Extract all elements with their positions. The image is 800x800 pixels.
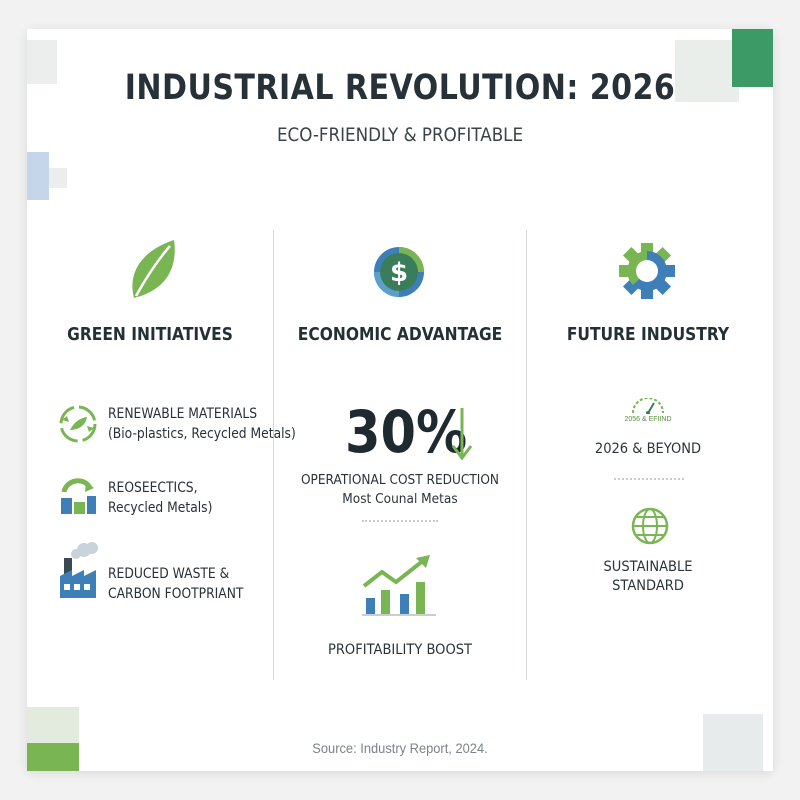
decor-square	[27, 152, 49, 200]
item-title: REDUCED WASTE &	[108, 566, 230, 582]
dotted-separator	[614, 478, 684, 480]
green-initiatives-heading: GREEN INITIATIVES	[67, 324, 233, 345]
profitability-boost-label: PROFITABILITY BOOST	[328, 642, 472, 658]
item-detail: Recycled Metals)	[108, 500, 213, 516]
sustainable-standard-label: SUSTAINABLE STANDARD	[540, 558, 756, 596]
item-title: REOSEECTICS,	[108, 480, 198, 496]
decor-square	[49, 168, 67, 188]
decor-square	[27, 707, 79, 743]
decor-square	[703, 714, 763, 771]
page-subtitle: ECO-FRIENDLY & PROFITABLE	[276, 124, 524, 146]
reduced-waste-text: REDUCED WASTE & CARBON FOOTPRIANT	[108, 564, 243, 604]
dollar-coin-icon: $	[374, 247, 424, 297]
globe-icon	[631, 507, 669, 545]
growth-chart-icon	[362, 555, 436, 616]
renewable-materials-text: RENEWABLE MATERIALS (Bio-plastics, Recyc…	[108, 404, 296, 444]
decor-square	[675, 40, 739, 102]
dotted-separator	[362, 520, 438, 522]
cost-reduction-percent: 30%	[345, 398, 468, 466]
beyond-label: 2026 & BEYOND	[594, 441, 702, 457]
recycle-blocks-icon	[61, 478, 96, 514]
cost-reduction-title: OPERATIONAL COST REDUCTION	[300, 472, 500, 488]
cost-reduction-caption: OPERATIONAL COST REDUCTION Most Counal M…	[292, 471, 508, 509]
leaf-icon	[132, 240, 175, 298]
gear-icon	[619, 243, 675, 299]
materials-secondary-text: REOSEECTICS, Recycled Metals)	[108, 478, 212, 518]
decor-square	[27, 743, 79, 771]
gauge-caption: 2056 & EFIIND	[624, 416, 672, 423]
factory-icon	[60, 542, 98, 598]
cost-reduction-detail: Most Counal Metas	[342, 491, 458, 507]
source-note: Source: Industry Report, 2024.	[312, 740, 488, 756]
item-detail: CARBON FOOTPRIANT	[108, 586, 244, 602]
column-divider	[526, 230, 527, 680]
recycle-icon	[59, 405, 97, 443]
decor-square	[732, 29, 773, 87]
infographic-card	[27, 29, 773, 771]
page-title: INDUSTRIAL REVOLUTION: 2026	[124, 68, 676, 108]
future-industry-heading: FUTURE INDUSTRY	[566, 324, 730, 345]
item-title: RENEWABLE MATERIALS	[108, 406, 258, 422]
column-divider	[273, 230, 274, 680]
decor-square	[27, 40, 57, 84]
item-detail: (Bio-plastics, Recycled Metals)	[108, 426, 296, 442]
arrow-down-icon	[451, 408, 473, 461]
sustainable-line-1: SUSTAINABLE	[603, 559, 693, 575]
economic-advantage-heading: ECONOMIC ADVANTAGE	[297, 324, 503, 345]
svg-text:$: $	[390, 258, 408, 288]
gauge-icon	[632, 398, 664, 414]
sustainable-line-2: STANDARD	[612, 578, 684, 594]
